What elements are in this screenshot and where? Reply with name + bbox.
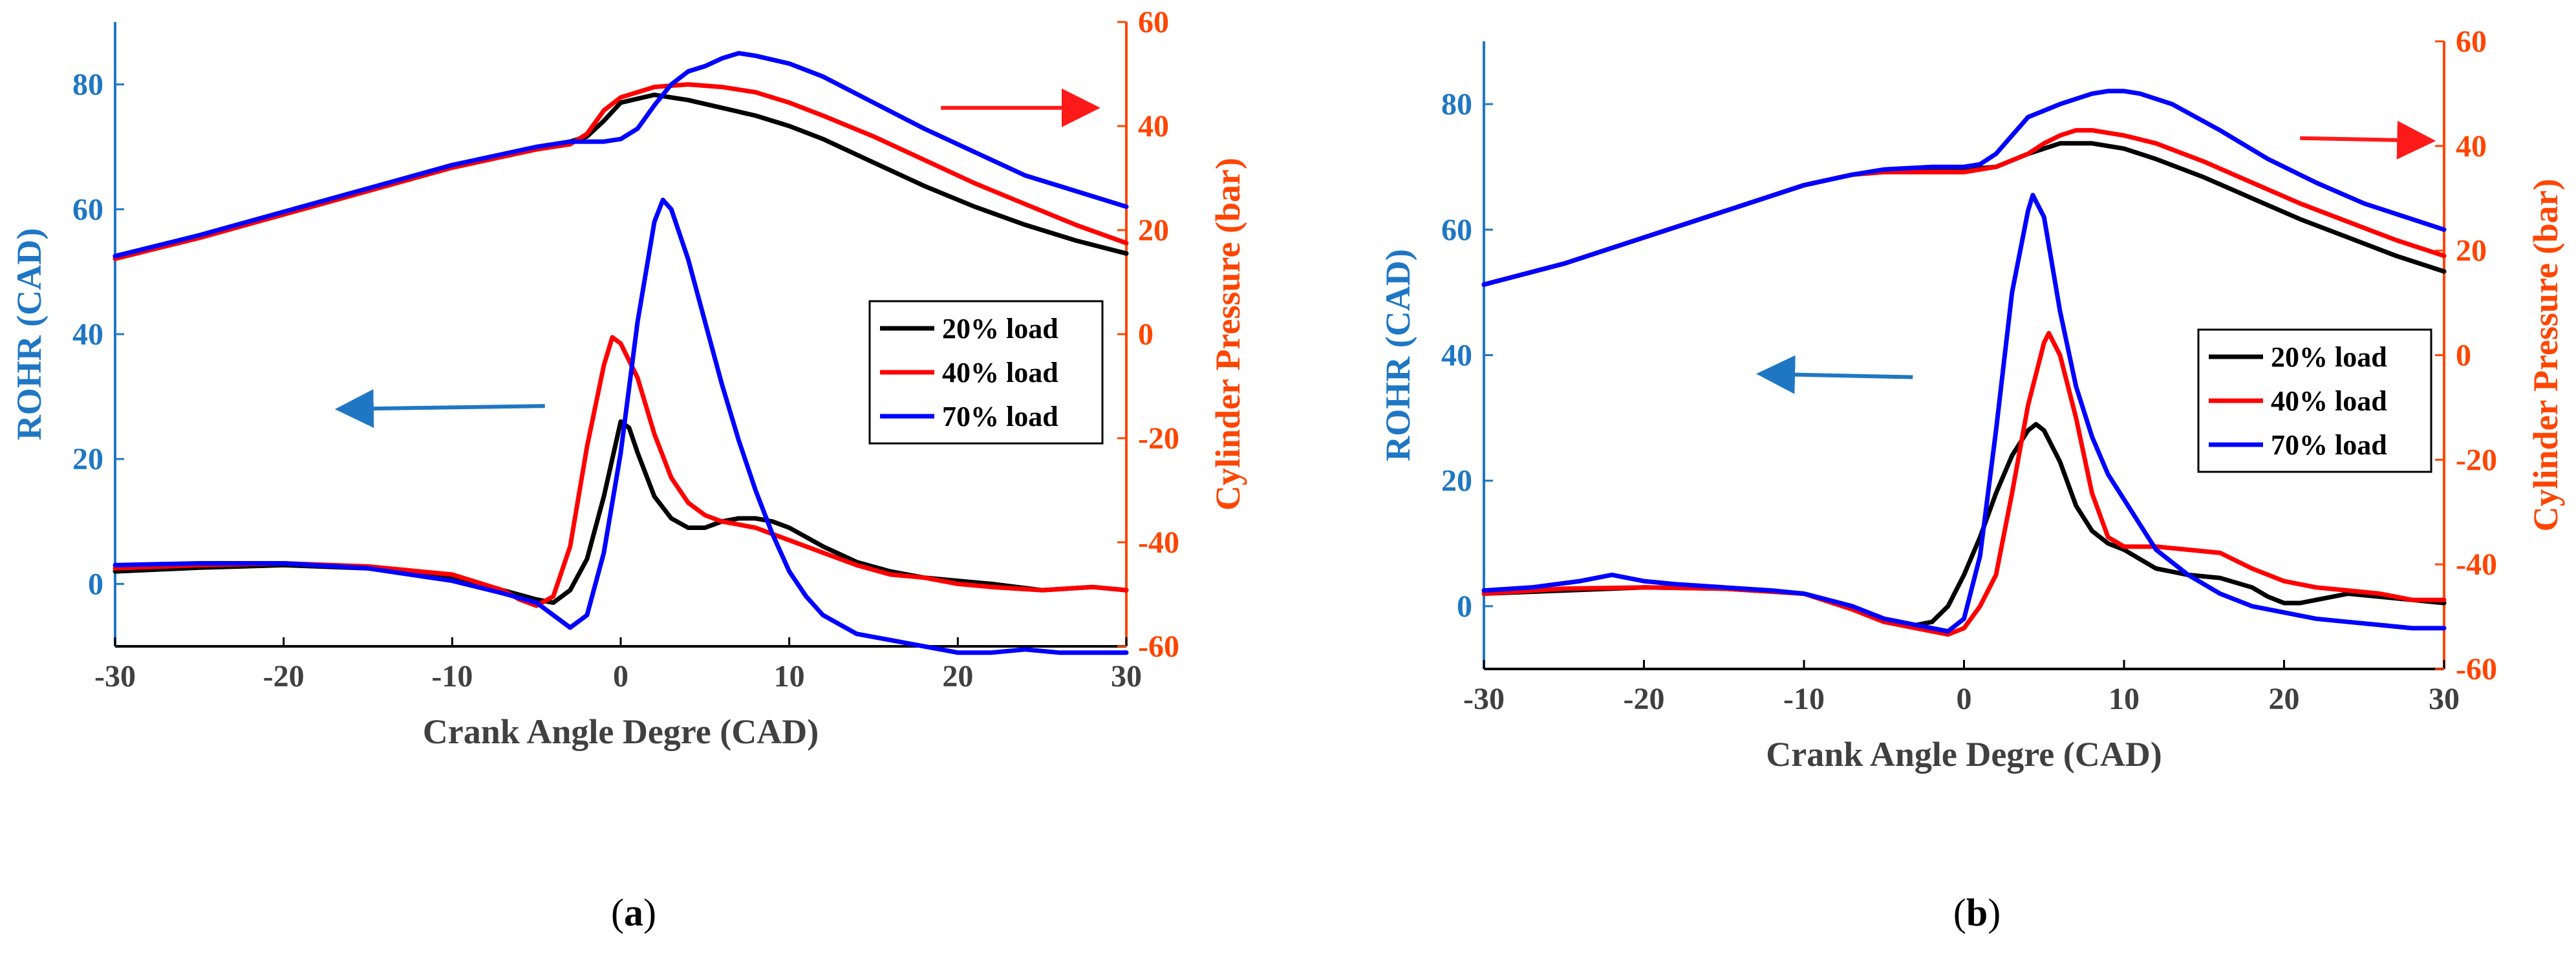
y2-tick-label: 20 <box>2456 234 2487 268</box>
x-tick-label: -30 <box>1463 682 1505 716</box>
legend-entry-40-load: 40% load <box>880 357 1058 388</box>
legend-label-70-load: 70% load <box>942 401 1058 432</box>
x-tick-label: -30 <box>94 659 136 694</box>
arrow-to-pressure-axis <box>2300 120 2436 160</box>
series-layer <box>113 50 1129 655</box>
x-tick-label: 30 <box>2429 682 2460 716</box>
panel-caption-a: (a) <box>611 891 656 934</box>
y-tick-label: 0 <box>1457 589 1472 624</box>
x-axis-label: Crank Angle Degre (CAD) <box>1766 735 2162 774</box>
x-tick-label: -20 <box>263 659 305 694</box>
axes-layer: -30 -20 -10 0 10 20 30 0 20 40 60 80 -60 -40 -20 0 20 40 6… <box>72 5 1179 694</box>
arrow-layer <box>334 88 1100 429</box>
pressure-line-70-load <box>113 50 1129 259</box>
legend-entry-20-load: 20% load <box>2209 341 2387 373</box>
y-tick-label: 60 <box>1441 213 1472 247</box>
legend-entry-70-load: 70% load <box>880 401 1058 432</box>
y-tick-label: 80 <box>72 68 103 102</box>
arrow-to-rohr-axis <box>1756 355 1913 394</box>
legend: 20% load 40% load 70% load <box>2197 328 2432 473</box>
rohr-line-70-load <box>1481 193 2447 634</box>
y2-tick-label: -20 <box>2456 443 2497 477</box>
y-tick-label: 20 <box>1441 464 1472 498</box>
y-tick-label: 0 <box>88 567 103 601</box>
panel-letter-b: b <box>1966 891 1988 934</box>
y-axis-label: ROHR (CAD) <box>1379 249 1417 461</box>
arrow-to-rohr-axis <box>334 389 545 429</box>
x-axis-label: Crank Angle Degre (CAD) <box>423 712 819 751</box>
panel-letter-a: a <box>624 891 643 934</box>
x-tick-label: 10 <box>2109 682 2140 716</box>
panel-caption-b: (b) <box>1953 891 2001 934</box>
y2-tick-label: 60 <box>1138 5 1169 39</box>
pressure-line-70-load <box>1481 89 2447 287</box>
y2-tick-label: 60 <box>2456 25 2487 59</box>
y2-tick-label: -40 <box>1138 525 1179 560</box>
series-layer <box>1481 89 2447 637</box>
pressure-line-20-load <box>1481 141 2447 287</box>
chart-panel-b: -30 -20 -10 0 10 20 30 0 20 40 60 80 -60 -40 -20 0 20 40 6… <box>1379 25 2565 934</box>
y-tick-label: 80 <box>1441 87 1472 122</box>
legend-label-40-load: 40% load <box>942 357 1058 388</box>
y2-tick-label: 40 <box>1138 109 1169 143</box>
y2-tick-label: 20 <box>1138 213 1169 248</box>
y-tick-label: 20 <box>72 442 103 476</box>
y-tick-label: 40 <box>1441 339 1472 373</box>
y2-tick-label: -60 <box>2456 652 2497 686</box>
rohr-line-70-load <box>113 197 1129 655</box>
pressure-line-40-load <box>1481 128 2447 287</box>
pressure-line-40-load <box>113 82 1129 261</box>
legend-label-20-load: 20% load <box>942 313 1058 344</box>
legend-label-70-load: 70% load <box>2271 429 2387 461</box>
x-tick-label: -10 <box>431 659 473 694</box>
rohr-line-40-load <box>1481 331 2447 637</box>
y2-tick-label: -20 <box>1138 421 1179 456</box>
y2-tick-label: 0 <box>2456 339 2471 373</box>
legend: 20% load 40% load 70% load <box>868 300 1104 445</box>
legend-entry-20-load: 20% load <box>880 313 1058 344</box>
x-tick-label: 20 <box>2269 682 2300 716</box>
x-tick-label: 0 <box>613 659 628 694</box>
arrow-layer <box>1756 120 2436 394</box>
y2-tick-label: -40 <box>2456 547 2497 582</box>
y2-tick-label: -60 <box>1138 630 1179 664</box>
x-tick-label: 10 <box>774 659 805 694</box>
y-tick-label: 40 <box>72 317 103 352</box>
x-tick-label: -20 <box>1624 682 1665 716</box>
chart-panel-a: -30 -20 -10 0 10 20 30 0 20 40 60 80 -60 -40 -20 0 20 40 6… <box>10 5 1247 934</box>
y2-tick-label: 0 <box>1138 317 1154 352</box>
y-axis-label: ROHR (CAD) <box>10 228 48 440</box>
legend-entry-40-load: 40% load <box>2209 385 2387 417</box>
legend-entry-70-load: 70% load <box>2209 429 2387 461</box>
pressure-line-20-load <box>113 92 1129 259</box>
legend-label-20-load: 20% load <box>2271 341 2387 373</box>
y2-axis-label: Cylinder Pressure (bar) <box>1208 158 1247 511</box>
x-tick-label: 0 <box>1957 682 1972 716</box>
x-tick-label: 20 <box>942 659 973 694</box>
x-tick-label: 30 <box>1111 659 1142 694</box>
y2-axis-label: Cylinder Pressure (bar) <box>2526 179 2565 532</box>
x-tick-label: -10 <box>1783 682 1825 716</box>
y-tick-label: 60 <box>72 193 103 227</box>
axes-layer: -30 -20 -10 0 10 20 30 0 20 40 60 80 -60 -40 -20 0 20 40 6… <box>1441 25 2497 716</box>
y2-tick-label: 40 <box>2456 129 2487 164</box>
legend-label-40-load: 40% load <box>2271 385 2387 417</box>
